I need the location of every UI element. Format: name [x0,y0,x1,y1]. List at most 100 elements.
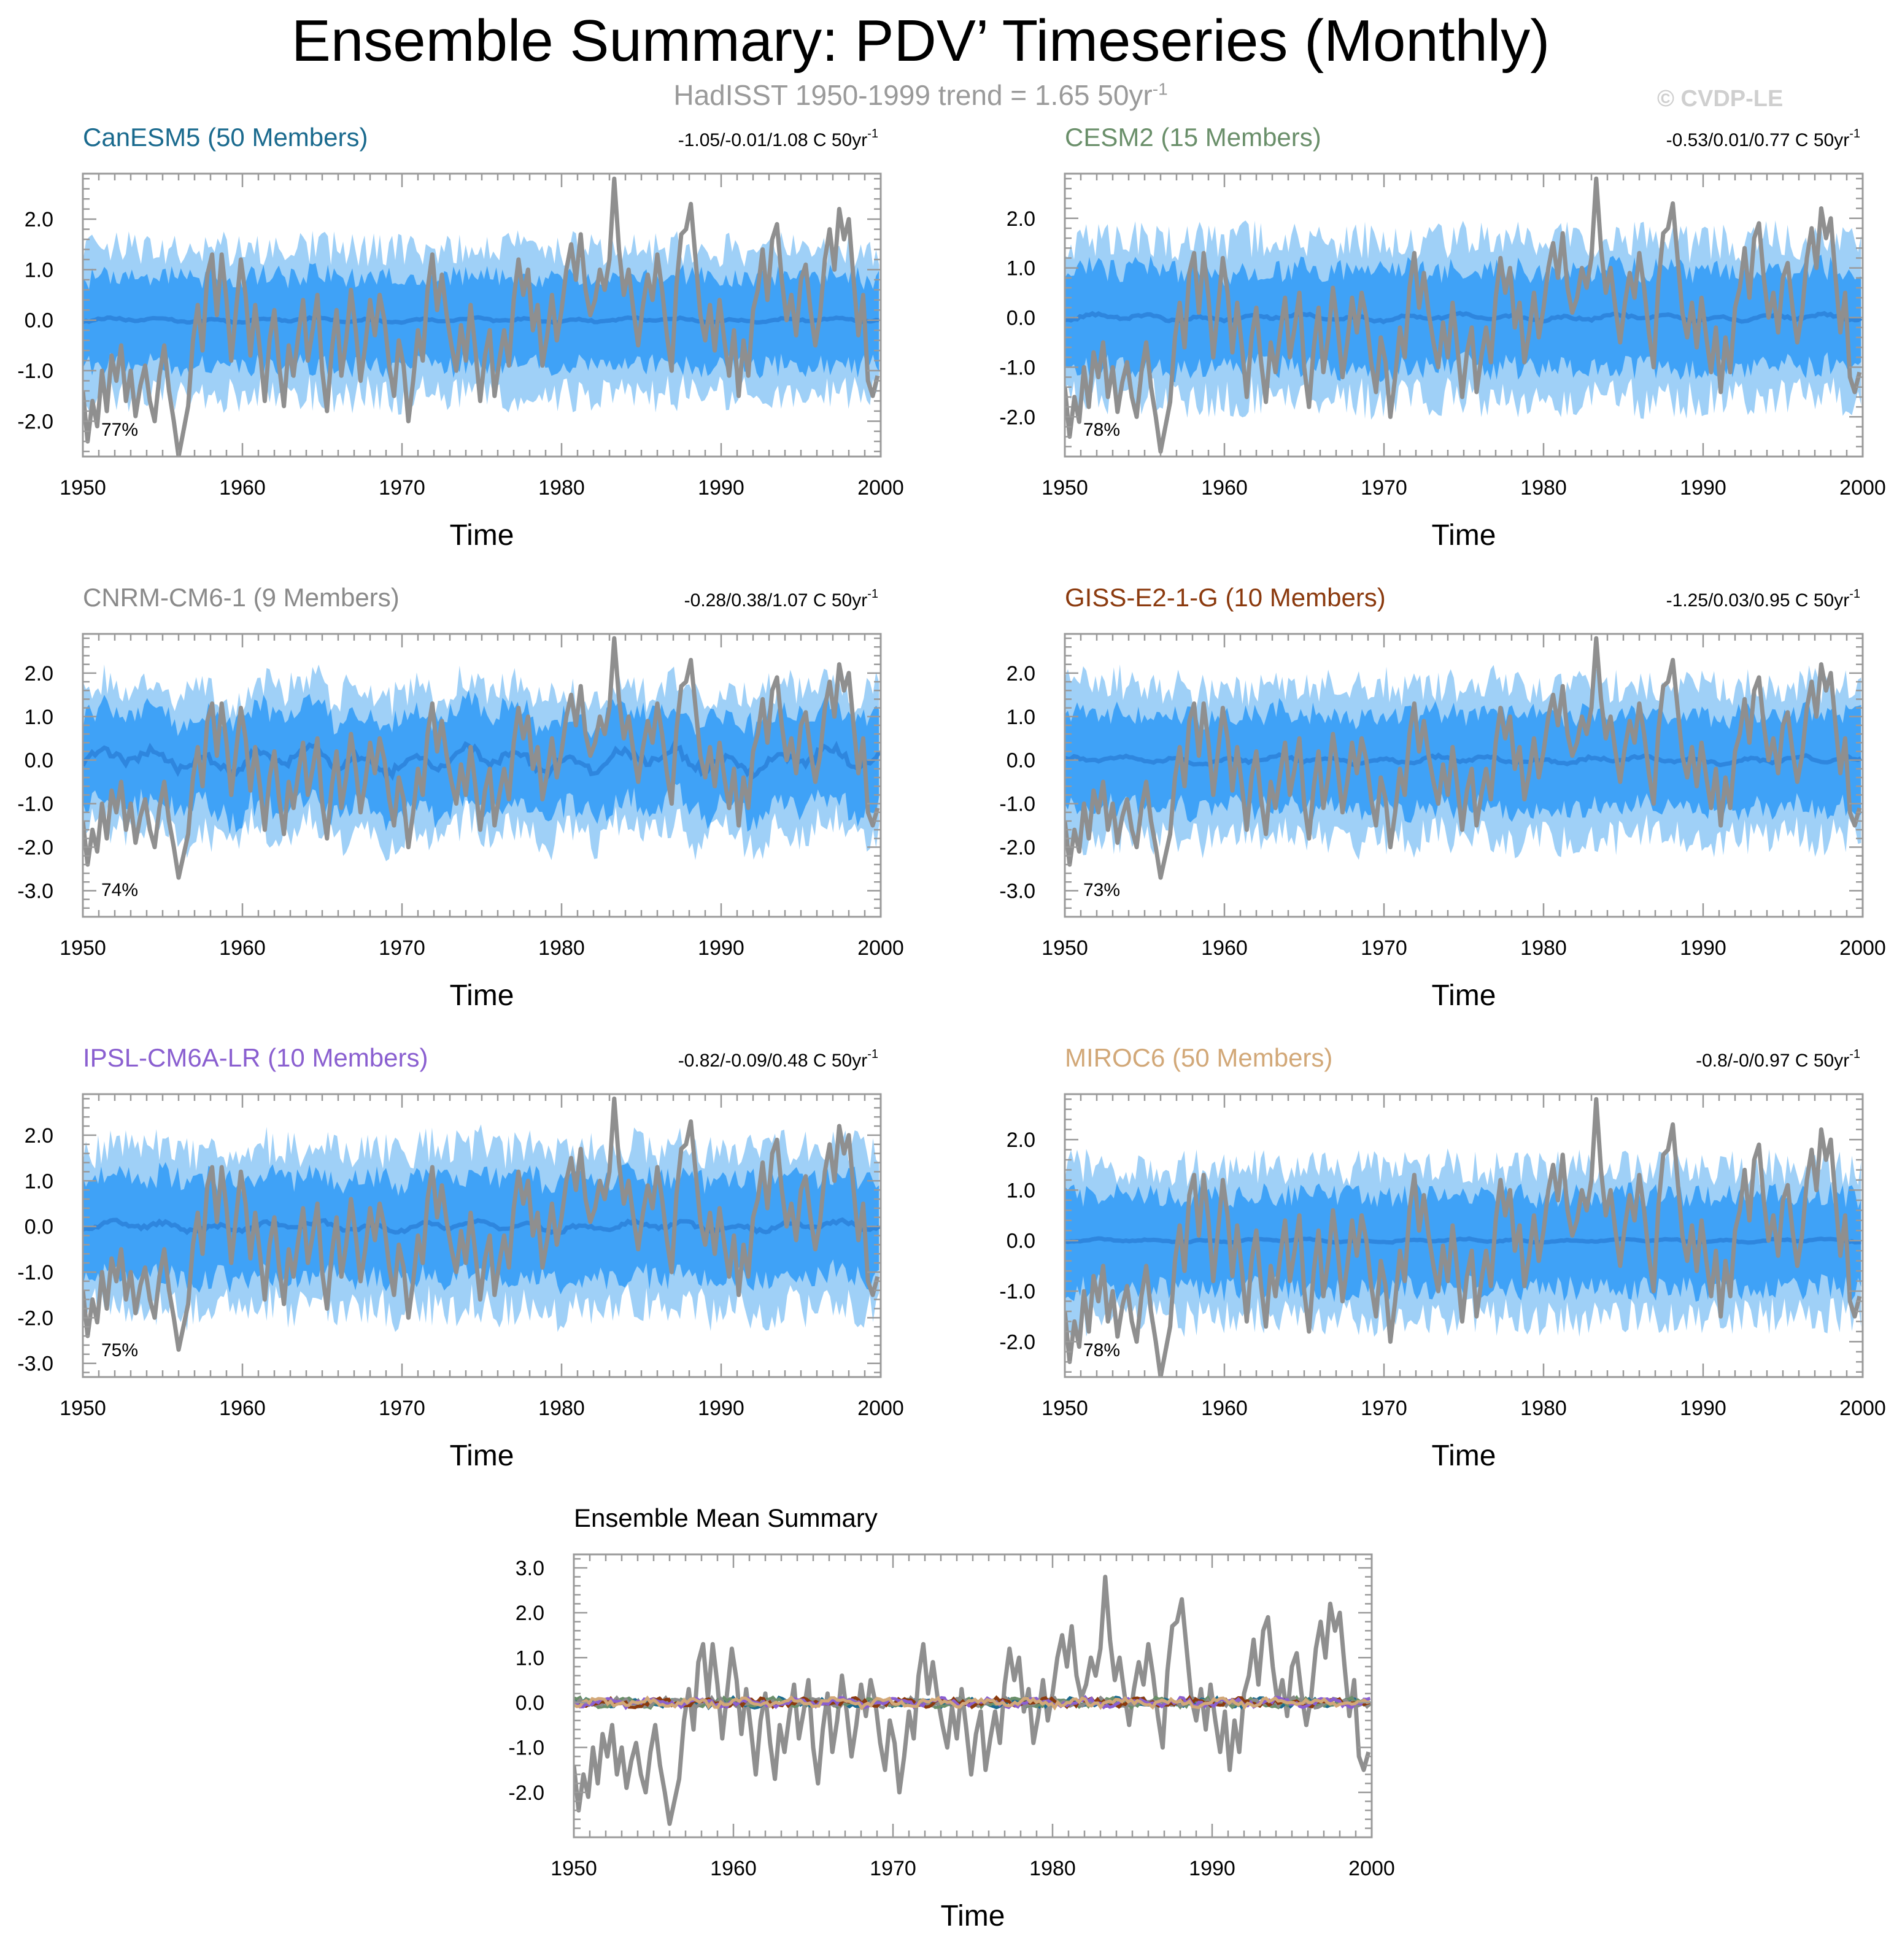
trend-value: -0.82/-0.09/0.48 C 50yr [678,1051,868,1071]
panel-ipsl: 1950 1960 1970 1980 1990 2000 2.0 1.0 0.0 -1.0 -2.… [17,1043,903,1472]
percent-label: 78% [1083,420,1120,440]
x-axis-label: Time [1432,1440,1496,1472]
panel-title: MIROC6 (50 Members) [1065,1043,1332,1072]
x-tick-label: 2000 [857,476,904,500]
percent-label: 75% [101,1340,138,1360]
plot-area [1065,176,1863,454]
x-tick-label: 1980 [1029,1857,1076,1880]
y-tick-label: 1.0 [25,258,53,282]
trend-text: -0.28/0.38/1.07 C 50yr-1 [684,587,878,611]
panel-title: Ensemble Mean Summary [574,1503,878,1532]
y-tick-label: 1.0 [516,1646,544,1670]
x-tick-label: 2000 [1839,936,1886,960]
x-axis-label: Time [450,519,514,552]
y-tick-label: -1.0 [508,1737,544,1760]
x-tick-label: 1970 [870,1857,916,1880]
y-tick-label: 0.0 [516,1691,544,1715]
y-tick-label: 2.0 [1007,207,1035,231]
panel-cnrm: 1950 1960 1970 1980 1990 2000 2.0 1.0 0.0 -1.0 -2.… [17,583,903,1012]
x-tick-label: 1980 [1520,476,1567,500]
x-tick-label: 1990 [1680,936,1726,960]
panel-title: IPSL-CM6A-LR (10 Members) [83,1043,428,1072]
plot-frame [573,1553,1373,1838]
band-inner [1065,255,1861,383]
y-tick-label: 1.0 [25,706,53,729]
plot-area [1065,636,1863,880]
trend-sup: -1 [1849,587,1860,601]
y-tick-label: 1.0 [1007,1179,1035,1202]
percent-label: 78% [1083,1340,1120,1360]
y-tick-label: 0.0 [1007,1230,1035,1253]
y-tick-label: -2.0 [999,406,1035,429]
observed-line [83,176,880,457]
plot-area [83,636,881,880]
x-tick-label: 1950 [1042,1397,1088,1420]
panel-title: CNRM-CM6-1 (9 Members) [83,583,400,612]
trend-value: -1.25/0.03/0.95 C 50yr [1666,590,1850,611]
y-tick-label: 2.0 [1007,1129,1035,1152]
y-tick-label: 0.0 [25,309,53,333]
x-axis-label: Time [941,1900,1005,1932]
y-tick-label: -2.0 [508,1781,544,1805]
y-tick-label: 1.0 [1007,706,1035,729]
y-tick-label: -3.0 [17,1352,53,1376]
watermark: © CVDP-LE [1657,86,1784,112]
observed-line [1065,176,1862,454]
x-tick-label: 2000 [1839,476,1886,500]
x-tick-label: 1970 [379,936,425,960]
x-tick-label: 1990 [698,476,744,500]
panel-canesm5: 1950 1960 1970 1980 1990 2000 2.0 1.0 0.0 -1.0 -2.… [17,123,903,552]
subtitle: HadISST 1950-1999 trend = 1.65 50yr-1 [0,79,1841,112]
x-tick-label: 2000 [1839,1397,1886,1420]
observed-line [1065,1097,1862,1377]
x-tick-label: 1960 [219,936,266,960]
trend-text: -1.25/0.03/0.95 C 50yr-1 [1666,587,1860,611]
y-tick-label: -1.0 [17,360,53,383]
plot-area [574,1575,1372,1826]
x-axis-label: Time [450,979,514,1012]
trend-value: -0.53/0.01/0.77 C 50yr [1666,130,1850,150]
x-tick-label: 1960 [710,1857,757,1880]
x-tick-label: 1990 [698,1397,744,1420]
y-tick-label: -1.0 [999,1280,1035,1303]
x-tick-label: 1990 [1680,1397,1726,1420]
plot-area [83,176,880,457]
y-tick-label: 2.0 [1007,662,1035,685]
x-tick-label: 1960 [219,476,266,500]
plot-area [83,1096,881,1352]
x-tick-label: 1950 [60,936,106,960]
x-tick-label: 1950 [1042,476,1088,500]
observed-line [83,1096,880,1352]
observed-line [574,1575,1371,1826]
panel-title: CanESM5 (50 Members) [83,123,368,152]
ensemble-mean-line [1065,311,1863,325]
y-tick-label: 2.0 [516,1602,544,1625]
y-tick-label: 3.0 [516,1557,544,1580]
percent-label: 73% [1083,880,1120,900]
x-axis-label: Time [1432,519,1496,552]
main-title: Ensemble Summary: PDV’ Timeseries (Month… [291,8,1550,74]
x-tick-label: 1950 [60,1397,106,1420]
x-tick-label: 2000 [857,1397,904,1420]
x-tick-label: 1980 [538,1397,585,1420]
x-tick-label: 1990 [1680,476,1726,500]
panel-cesm2: 1950 1960 1970 1980 1990 2000 2.0 1.0 0.0 -1.0 -2.… [999,123,1885,552]
x-tick-label: 1950 [551,1857,597,1880]
percent-label: 77% [101,420,138,440]
x-tick-label: 1950 [60,476,106,500]
x-tick-label: 1990 [1189,1857,1235,1880]
x-tick-label: 2000 [1348,1857,1395,1880]
trend-value: -0.28/0.38/1.07 C 50yr [684,590,868,611]
y-tick-label: -2.0 [17,410,53,433]
subtitle-text: HadISST 1950-1999 trend = 1.65 50yr [673,79,1153,111]
y-tick-label: 0.0 [25,749,53,773]
y-tick-label: -1.0 [999,356,1035,379]
y-tick-label: 0.0 [1007,307,1035,330]
x-tick-label: 1950 [1042,936,1088,960]
panel-summary: 1950 1960 1970 1980 1990 2000 3.0 2.0 1.0 0.0 -1.0… [508,1503,1394,1932]
x-axis-label: Time [1432,979,1496,1012]
y-tick-label: 2.0 [25,1124,53,1148]
ensemble-mean-line [1065,752,1863,768]
band-inner [83,263,879,379]
